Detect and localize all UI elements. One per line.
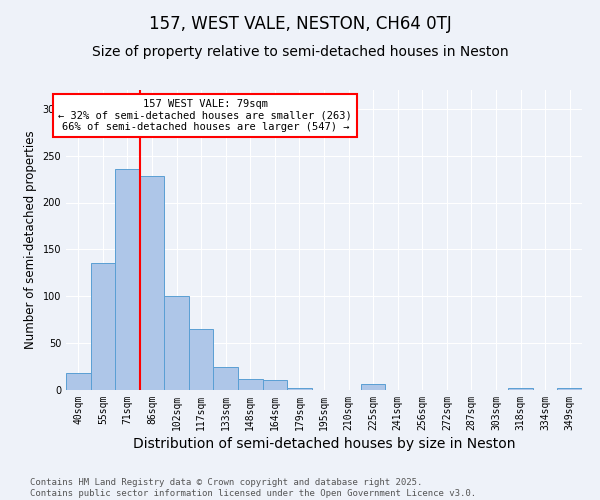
Bar [287,388,312,390]
Bar [214,366,238,390]
Bar [263,380,287,390]
Bar [140,176,164,390]
Bar [508,388,533,390]
X-axis label: Distribution of semi-detached houses by size in Neston: Distribution of semi-detached houses by … [133,437,515,451]
Bar [189,329,214,390]
Bar [115,169,140,390]
Bar [164,296,189,390]
Bar [91,264,115,390]
Text: 157, WEST VALE, NESTON, CH64 0TJ: 157, WEST VALE, NESTON, CH64 0TJ [149,15,451,33]
Bar [361,384,385,390]
Bar [66,373,91,390]
Bar [238,379,263,390]
Bar [557,388,582,390]
Text: Size of property relative to semi-detached houses in Neston: Size of property relative to semi-detach… [92,45,508,59]
Text: Contains HM Land Registry data © Crown copyright and database right 2025.
Contai: Contains HM Land Registry data © Crown c… [30,478,476,498]
Y-axis label: Number of semi-detached properties: Number of semi-detached properties [24,130,37,350]
Text: 157 WEST VALE: 79sqm
← 32% of semi-detached houses are smaller (263)
66% of semi: 157 WEST VALE: 79sqm ← 32% of semi-detac… [58,99,352,132]
